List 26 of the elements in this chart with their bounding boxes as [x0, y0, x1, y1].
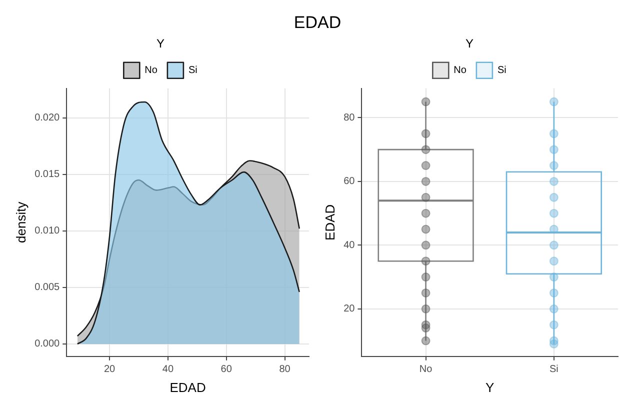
text: EDAD: [170, 380, 206, 395]
x-tick-label: No: [419, 364, 433, 376]
legend-label: No: [144, 65, 158, 76]
legend-label: No: [454, 65, 467, 76]
y-tick-label: 0.000: [34, 338, 60, 350]
y-axis-title: density: [13, 201, 28, 243]
y-tick-label: 80: [344, 112, 356, 124]
x-axis-title: Y: [486, 380, 495, 395]
x-tick-label: 60: [220, 364, 232, 376]
y-tick-label: 60: [344, 176, 356, 188]
y-tick-label: 40: [344, 240, 356, 251]
y-tick-label: 0.010: [34, 226, 60, 237]
legend-title: Y: [465, 36, 474, 50]
y-tick-label: 0.015: [34, 169, 60, 180]
x-tick-label: Si: [549, 364, 558, 376]
x-tick-label: 20: [104, 364, 116, 376]
y-axis-title: EDAD: [322, 204, 338, 240]
legend-title: Y: [156, 36, 165, 50]
y-tick-label: 0.020: [34, 112, 60, 124]
x-tick-label: 80: [279, 364, 291, 376]
x-axis-title: EDAD: [292, 12, 342, 34]
legend-label: Si: [188, 65, 198, 76]
y-tick-label: 20: [344, 304, 356, 315]
legend-label: Si: [497, 65, 506, 76]
y-tick-label: 0.005: [34, 282, 60, 294]
x-tick-label: 40: [162, 364, 174, 376]
